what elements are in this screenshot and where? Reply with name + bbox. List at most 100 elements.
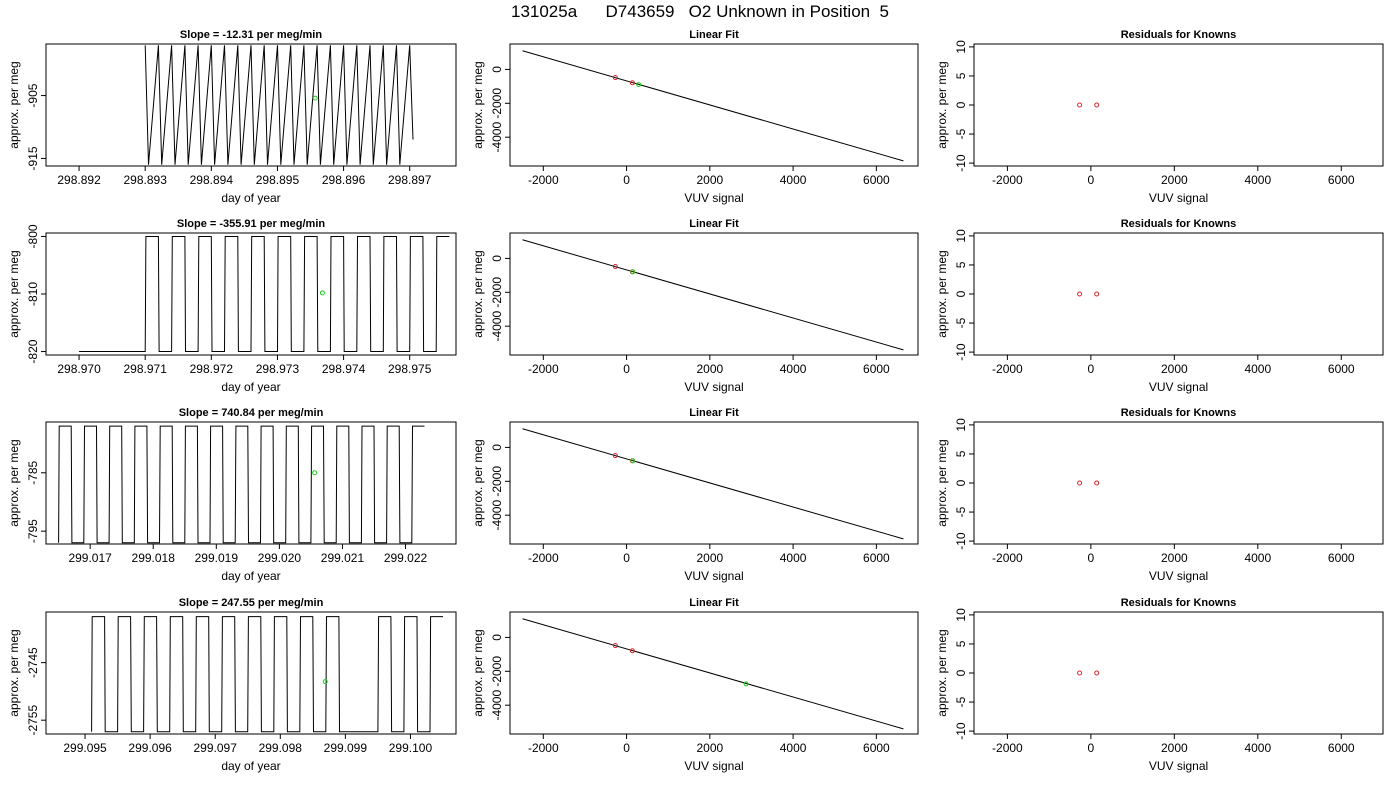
y-tick-label: -820 bbox=[26, 339, 40, 363]
plot-frame bbox=[509, 611, 919, 735]
y-axis-label: approx. per meg bbox=[935, 61, 949, 148]
fit-line bbox=[522, 50, 904, 162]
y-tick-label: 10 bbox=[954, 229, 968, 243]
x-axis-label: VUV signal bbox=[684, 191, 743, 205]
known-point bbox=[1077, 480, 1083, 486]
chart-title: Linear Fit bbox=[689, 29, 739, 41]
x-tick-label: 0 bbox=[1088, 551, 1095, 565]
x-axis-label: VUV signal bbox=[684, 569, 743, 583]
known-point bbox=[629, 648, 635, 654]
x-tick-label: 298.897 bbox=[388, 173, 432, 187]
x-tick-label: 298.894 bbox=[190, 173, 234, 187]
x-axis-label: VUV signal bbox=[1149, 759, 1208, 773]
x-tick-label: 299.100 bbox=[389, 741, 433, 755]
plot-frame bbox=[45, 421, 457, 545]
known-point bbox=[629, 80, 635, 86]
y-axis-label: approx. per meg bbox=[7, 439, 21, 526]
y-tick-label: 0 bbox=[490, 255, 504, 262]
data-series-line bbox=[144, 45, 414, 165]
y-tick-label: -10 bbox=[954, 722, 968, 740]
x-tick-label: -2000 bbox=[528, 741, 559, 755]
unknown-point bbox=[636, 82, 642, 88]
x-tick-label: 6000 bbox=[1328, 741, 1355, 755]
x-tick-label: 2000 bbox=[696, 362, 723, 376]
y-tick-label: -2000 bbox=[490, 88, 504, 119]
y-tick-label: 0 bbox=[490, 444, 504, 451]
y-tick-label: -2745 bbox=[26, 647, 40, 678]
chart-panel-fit-row-2: Linear Fit -2000 0 2000 4000 6000 0 -2000 -4000 V… bbox=[471, 218, 919, 394]
plot-frame bbox=[973, 611, 1384, 735]
unknown-point bbox=[743, 681, 749, 687]
unknown-point bbox=[630, 269, 636, 275]
y-tick-label: -2000 bbox=[490, 466, 504, 497]
x-tick-label: 299.097 bbox=[194, 741, 238, 755]
y-tick-label: 5 bbox=[954, 72, 968, 79]
y-tick-label: 5 bbox=[954, 450, 968, 457]
x-tick-label: 299.020 bbox=[258, 551, 302, 565]
chart-panel-residuals-row-1: Residuals for Knowns -2000 0 2000 4000 6000 10… bbox=[935, 29, 1384, 205]
x-tick-label: 6000 bbox=[863, 173, 890, 187]
y-tick-label: 0 bbox=[954, 290, 968, 297]
y-tick-label: -10 bbox=[954, 154, 968, 172]
chart-panel-time-row-4: Slope = 247.55 per meg/min 299.095 299.096… bbox=[7, 597, 457, 773]
x-axis-label: day of year bbox=[221, 191, 280, 205]
y-axis-label: approx. per meg bbox=[935, 439, 949, 526]
x-tick-label: 299.098 bbox=[259, 741, 303, 755]
plot-frame bbox=[973, 43, 1384, 167]
x-tick-label: 4000 bbox=[780, 551, 807, 565]
x-tick-label: 4000 bbox=[780, 173, 807, 187]
chart-title: Residuals for Knowns bbox=[1121, 29, 1237, 41]
y-tick-label: -4000 bbox=[490, 500, 504, 531]
fit-line bbox=[522, 428, 904, 540]
known-point bbox=[1094, 670, 1100, 676]
x-tick-label: 0 bbox=[1088, 741, 1095, 755]
chart-title: Linear Fit bbox=[689, 597, 739, 609]
y-axis-label: approx. per meg bbox=[471, 61, 485, 148]
plot-frame bbox=[973, 232, 1384, 356]
plot-frame bbox=[45, 611, 457, 735]
x-tick-label: -2000 bbox=[992, 551, 1023, 565]
chart-panel-fit-row-1: Linear Fit -2000 0 2000 4000 6000 0 -2000 -4000 V… bbox=[471, 29, 919, 205]
x-axis-label: VUV signal bbox=[684, 380, 743, 394]
known-point bbox=[1077, 670, 1083, 676]
x-tick-label: 4000 bbox=[1244, 173, 1271, 187]
y-tick-label: -10 bbox=[954, 532, 968, 550]
y-tick-label: -785 bbox=[26, 460, 40, 484]
y-tick-label: 0 bbox=[954, 669, 968, 676]
known-point bbox=[1094, 291, 1100, 297]
y-tick-label: 10 bbox=[954, 418, 968, 432]
x-tick-label: 298.973 bbox=[256, 362, 300, 376]
known-point bbox=[1094, 480, 1100, 486]
known-point bbox=[612, 264, 618, 270]
x-axis-label: VUV signal bbox=[684, 759, 743, 773]
y-tick-label: -795 bbox=[26, 519, 40, 543]
y-tick-label: -5 bbox=[954, 317, 968, 328]
x-tick-label: 298.972 bbox=[190, 362, 234, 376]
y-tick-label: -2755 bbox=[26, 705, 40, 736]
x-tick-label: 6000 bbox=[863, 741, 890, 755]
y-axis-label: approx. per meg bbox=[7, 61, 21, 148]
y-axis-label: approx. per meg bbox=[935, 629, 949, 716]
x-axis-label: VUV signal bbox=[1149, 380, 1208, 394]
x-tick-label: 2000 bbox=[1161, 551, 1188, 565]
plot-frame bbox=[509, 232, 919, 356]
x-tick-label: 299.022 bbox=[384, 551, 428, 565]
y-tick-label: 10 bbox=[954, 40, 968, 54]
x-tick-label: 6000 bbox=[863, 362, 890, 376]
chart-title: Slope = -355.91 per meg/min bbox=[177, 218, 326, 230]
y-tick-label: -2000 bbox=[490, 656, 504, 687]
x-tick-label: -2000 bbox=[992, 362, 1023, 376]
plot-frame bbox=[509, 421, 919, 545]
y-tick-label: -905 bbox=[26, 83, 40, 107]
x-tick-label: -2000 bbox=[528, 362, 559, 376]
x-tick-label: -2000 bbox=[992, 741, 1023, 755]
x-tick-label: 2000 bbox=[696, 551, 723, 565]
x-tick-label: -2000 bbox=[528, 551, 559, 565]
x-tick-label: 299.021 bbox=[321, 551, 365, 565]
plot-frame bbox=[973, 421, 1384, 545]
chart-title: Slope = -12.31 per meg/min bbox=[180, 29, 322, 41]
chart-title: Residuals for Knowns bbox=[1121, 407, 1237, 419]
known-point bbox=[612, 643, 618, 649]
x-tick-label: 4000 bbox=[1244, 362, 1271, 376]
x-tick-label: 4000 bbox=[780, 362, 807, 376]
